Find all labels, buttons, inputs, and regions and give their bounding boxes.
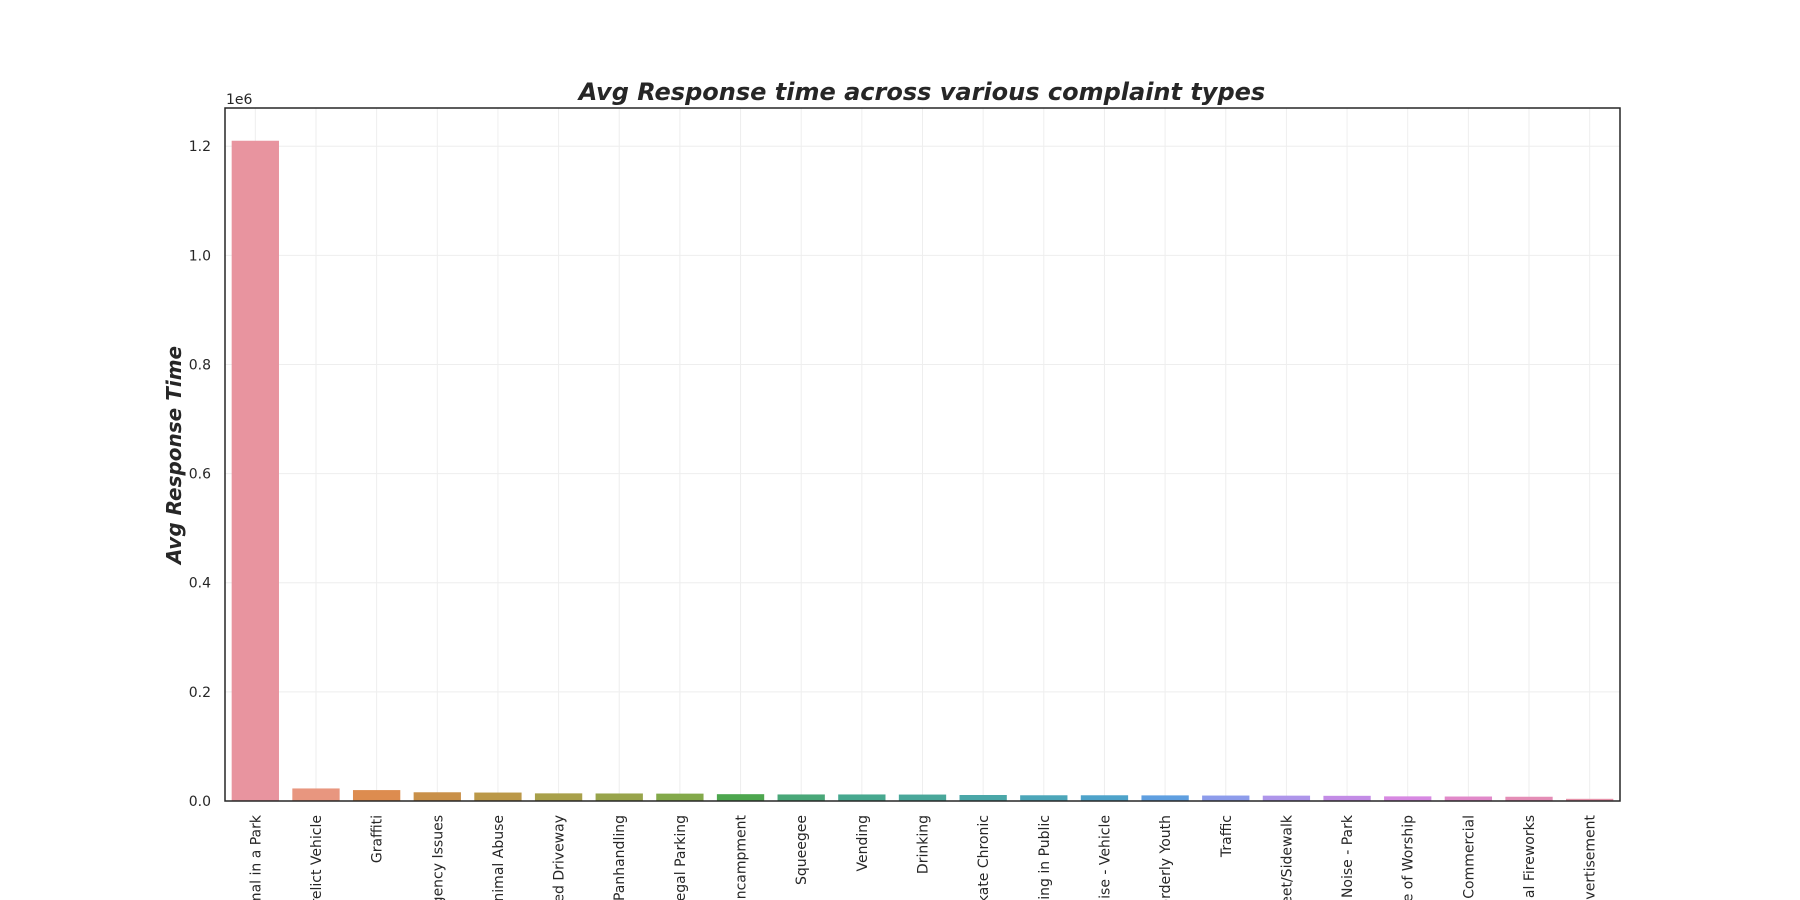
bar: [1080, 795, 1129, 801]
y-tick-label: 0.6: [189, 467, 211, 483]
x-tick-label: kate Chronic: [976, 815, 992, 900]
x-tick-label: eet/Sidewalk: [1279, 814, 1295, 900]
x-tick-label: Squeegee: [794, 815, 810, 885]
x-tick-label: relict Vehicle: [309, 815, 325, 900]
bar: [1323, 795, 1371, 801]
x-tick-label: ise - Vehicle: [1097, 815, 1113, 899]
grid-lines: [225, 108, 1620, 802]
bar: [1262, 795, 1311, 801]
bars: [231, 140, 1614, 801]
bar: [1566, 798, 1614, 801]
y-tick-label: 0.4: [189, 576, 211, 592]
x-tick-label: Graffiti: [370, 815, 386, 863]
x-tick-label: Encampment: [734, 814, 750, 900]
x-tick-label: dvertisement: [1583, 815, 1599, 900]
y-tick-label: 0.8: [189, 357, 211, 373]
x-tick-label: egal Parking: [673, 815, 689, 900]
x-tick-label: Vending: [855, 815, 871, 872]
x-tick-label: e of Worship: [1401, 815, 1417, 900]
x-tick-label: ting in Public: [1037, 815, 1053, 900]
bar: [534, 793, 583, 801]
y-tick-label: 0.0: [189, 794, 211, 810]
y-tick-label: 1.2: [189, 139, 211, 155]
bar: [1202, 795, 1250, 801]
y-axis-label: Avg Response Time: [162, 346, 186, 566]
x-tick-label: ed Driveway: [552, 815, 568, 900]
x-tick-label: gency Issues: [430, 815, 446, 900]
x-tick-label: Noise - Park: [1340, 814, 1356, 898]
bar: [595, 793, 643, 801]
bar: [656, 793, 704, 801]
x-tick-label: mal in a Park: [248, 814, 264, 900]
x-tick-label: orderly Youth: [1158, 815, 1174, 900]
bar: [1444, 796, 1493, 801]
bar: [352, 790, 401, 801]
chart-title: Avg Response time across various complai…: [577, 78, 1265, 106]
y-tick-label: 1.0: [189, 248, 211, 264]
bar: [1020, 795, 1068, 801]
bar: [838, 794, 886, 801]
x-axis-ticks: mal in a Park relict Vehicle Graffiti gency…: [248, 814, 1598, 900]
bar: [1505, 796, 1553, 801]
plot-frame: [224, 107, 1621, 802]
x-tick-label: Commercial: [1461, 815, 1477, 899]
x-tick-label: Panhandling: [612, 815, 628, 900]
bar: [1384, 796, 1432, 801]
bar: [231, 140, 279, 801]
bar: [716, 794, 765, 801]
bar: [959, 794, 1007, 801]
x-tick-label: Traffic: [1219, 815, 1235, 858]
bar: [1141, 795, 1189, 801]
y-tick-label: 0.2: [189, 685, 211, 701]
y-axis-multiplier: 1e6: [226, 92, 253, 108]
x-tick-label: nimal Abuse: [491, 815, 507, 900]
y-axis-ticks: 0.0 0.2 0.4 0.6 0.8 1.0 1.2: [189, 139, 211, 810]
bar: [777, 794, 825, 801]
bar: [474, 792, 522, 801]
bar: [413, 792, 461, 801]
x-tick-label: Drinking: [916, 815, 932, 874]
bar: [898, 794, 947, 801]
bar: [292, 788, 340, 801]
x-tick-label: al Fireworks: [1522, 815, 1538, 898]
